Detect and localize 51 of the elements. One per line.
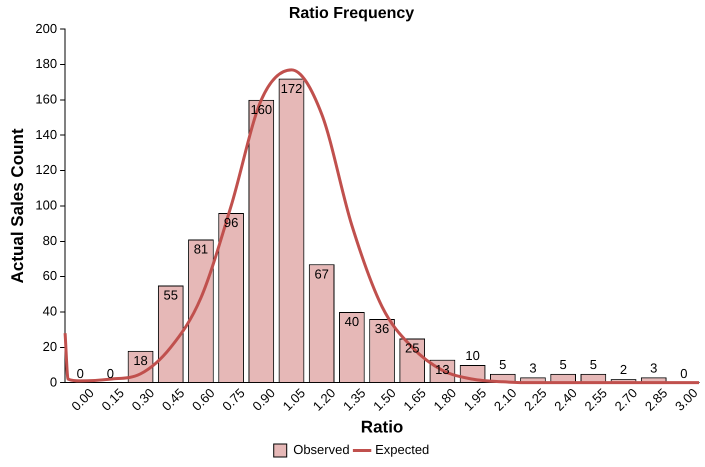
data-label: 18 <box>133 352 148 368</box>
data-label: 13 <box>435 362 450 377</box>
x-tick-label: 0.90 <box>249 385 278 414</box>
data-label: 3 <box>529 360 537 376</box>
data-label: 160 <box>250 102 272 117</box>
data-label: 172 <box>280 80 302 96</box>
data-label: 25 <box>404 340 420 356</box>
x-tick-label: 2.70 <box>612 385 640 414</box>
x-tick-label: 1.50 <box>370 385 399 414</box>
data-label: 5 <box>499 356 506 372</box>
x-tick-label: 1.20 <box>310 385 338 414</box>
data-label: 55 <box>164 288 178 303</box>
y-axis-title: Actual Sales Count <box>8 128 27 284</box>
data-label: 0 <box>106 366 114 381</box>
y-tick-label: 60 <box>42 268 58 284</box>
y-tick-label: 80 <box>42 232 58 248</box>
x-tick-label: 3.00 <box>672 385 701 414</box>
data-label: 0 <box>680 366 688 381</box>
x-tick-label: 0.15 <box>98 385 128 414</box>
x-tick-label: 0.75 <box>219 385 248 414</box>
x-tick-label: 2.10 <box>490 385 520 414</box>
data-label: 0 <box>76 366 84 381</box>
y-tick-label: 160 <box>35 91 58 106</box>
chart-title: Ratio Frequency <box>288 5 414 22</box>
x-tick-label: 0.60 <box>189 385 218 414</box>
y-tick-label: 200 <box>35 20 58 36</box>
y-tick-label: 120 <box>35 162 58 178</box>
x-axis-title: Ratio <box>360 417 404 436</box>
x-tick-label: 2.40 <box>551 385 580 414</box>
x-tick-label: 0.30 <box>128 385 158 414</box>
legend-label: Observed <box>293 442 350 458</box>
legend-label: Expected <box>375 442 430 458</box>
data-label: 3 <box>650 360 658 376</box>
x-tick-label: 0.00 <box>68 385 97 414</box>
y-tick-label: 40 <box>42 304 58 319</box>
data-label: 81 <box>194 242 208 257</box>
data-label: 5 <box>560 356 567 372</box>
y-tick-label: 0 <box>50 374 58 390</box>
y-tick-label: 180 <box>35 56 58 72</box>
y-tick-label: 140 <box>35 126 58 142</box>
y-tick-label: 100 <box>35 198 58 213</box>
data-label: 96 <box>224 215 238 230</box>
data-label: 10 <box>465 348 480 364</box>
x-tick-label: 1.80 <box>430 385 460 414</box>
data-label: 36 <box>374 321 390 336</box>
data-label: 2 <box>620 362 628 378</box>
x-tick-label: 0.45 <box>158 385 188 414</box>
y-tick-label: 20 <box>42 338 58 354</box>
data-label: 5 <box>590 356 597 372</box>
data-label: 67 <box>314 266 329 282</box>
data-label: 40 <box>344 314 360 330</box>
